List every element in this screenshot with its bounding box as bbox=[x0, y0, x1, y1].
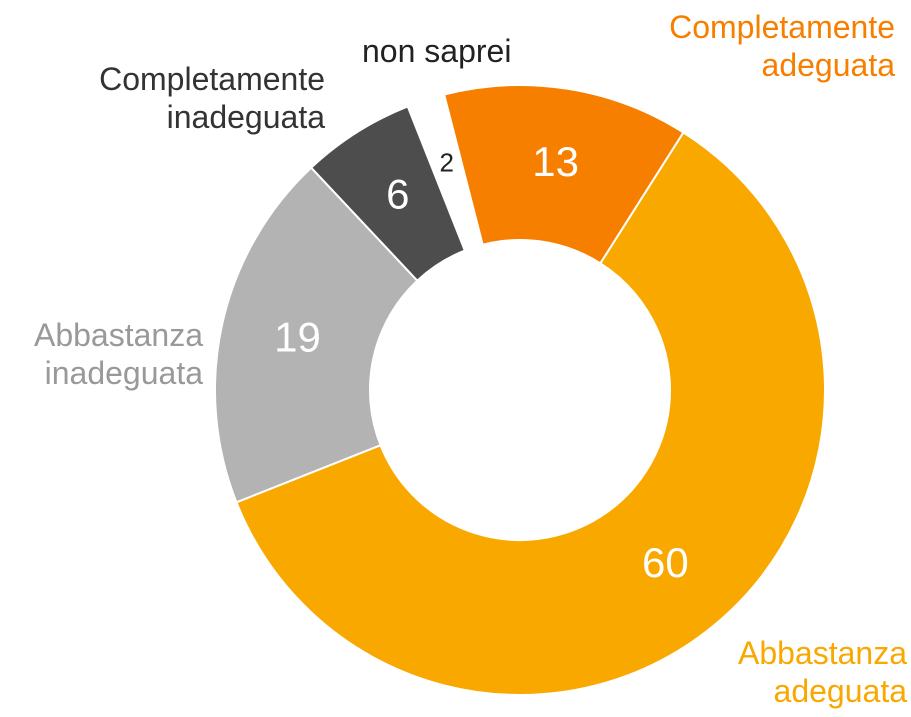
value-label: 60 bbox=[642, 539, 689, 586]
category-label: Abbastanza inadeguata bbox=[33, 317, 203, 391]
value-label: 19 bbox=[274, 313, 321, 360]
donut-slice bbox=[214, 166, 419, 504]
value-label: 13 bbox=[532, 138, 579, 185]
category-label: non saprei bbox=[362, 33, 512, 69]
donut-slice bbox=[442, 84, 685, 265]
value-label: 6 bbox=[386, 171, 409, 218]
value-label: 2 bbox=[440, 147, 454, 177]
category-label: Abbastanza adeguata bbox=[737, 635, 907, 709]
donut-slice bbox=[399, 72, 478, 231]
donut-slice bbox=[235, 131, 826, 696]
donut-slice bbox=[309, 105, 467, 283]
category-label: Completamente adeguata bbox=[669, 9, 895, 83]
category-label: Completamente inadeguata bbox=[99, 61, 325, 135]
